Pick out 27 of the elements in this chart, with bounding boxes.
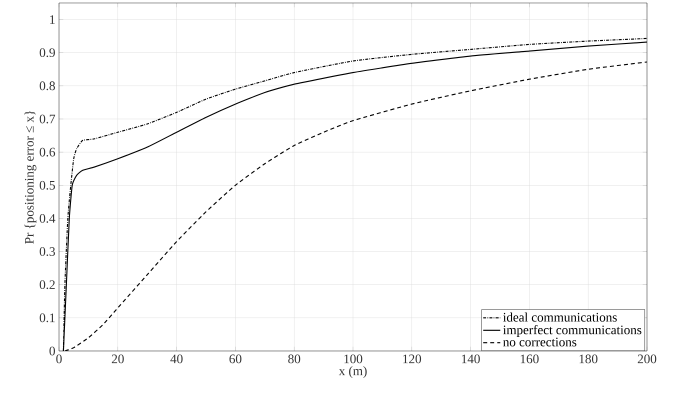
x-tick-label: 40 [170, 354, 183, 364]
y-tick-label: 0.9 [40, 48, 55, 58]
x-tick-label: 140 [462, 354, 480, 364]
y-axis-title: Pr {positioning error ≤ x} [24, 110, 36, 244]
legend-label: no corrections [503, 338, 576, 346]
x-tick-label: 200 [638, 354, 656, 364]
legend-label: ideal communications [503, 312, 617, 322]
x-tick-label: 0 [56, 354, 62, 364]
y-tick-label: 1 [50, 15, 55, 24]
y-tick-label: 0.1 [40, 313, 55, 322]
y-tick-label: 0 [49, 346, 55, 356]
y-tick-label: 0.8 [40, 81, 55, 90]
y-tick-label: 0.6 [40, 148, 56, 157]
y-tick-label: 0.4 [40, 214, 56, 223]
x-tick-label: 120 [403, 354, 422, 364]
y-tick-label: 0.7 [40, 114, 56, 124]
x-tick-label: 60 [229, 354, 242, 364]
x-tick-label: 160 [520, 354, 539, 364]
y-tick-label: 0.3 [40, 247, 55, 256]
x-tick-label: 180 [580, 354, 598, 364]
x-tick-label: 100 [344, 354, 362, 364]
x-tick-label: 20 [112, 354, 124, 364]
y-tick-label: 0.5 [40, 180, 55, 190]
legend-label: imperfect communications [503, 325, 642, 337]
x-tick-label: 80 [288, 354, 300, 364]
y-tick-label: 0.2 [40, 280, 55, 290]
x-axis-title: x (m) [338, 366, 367, 378]
